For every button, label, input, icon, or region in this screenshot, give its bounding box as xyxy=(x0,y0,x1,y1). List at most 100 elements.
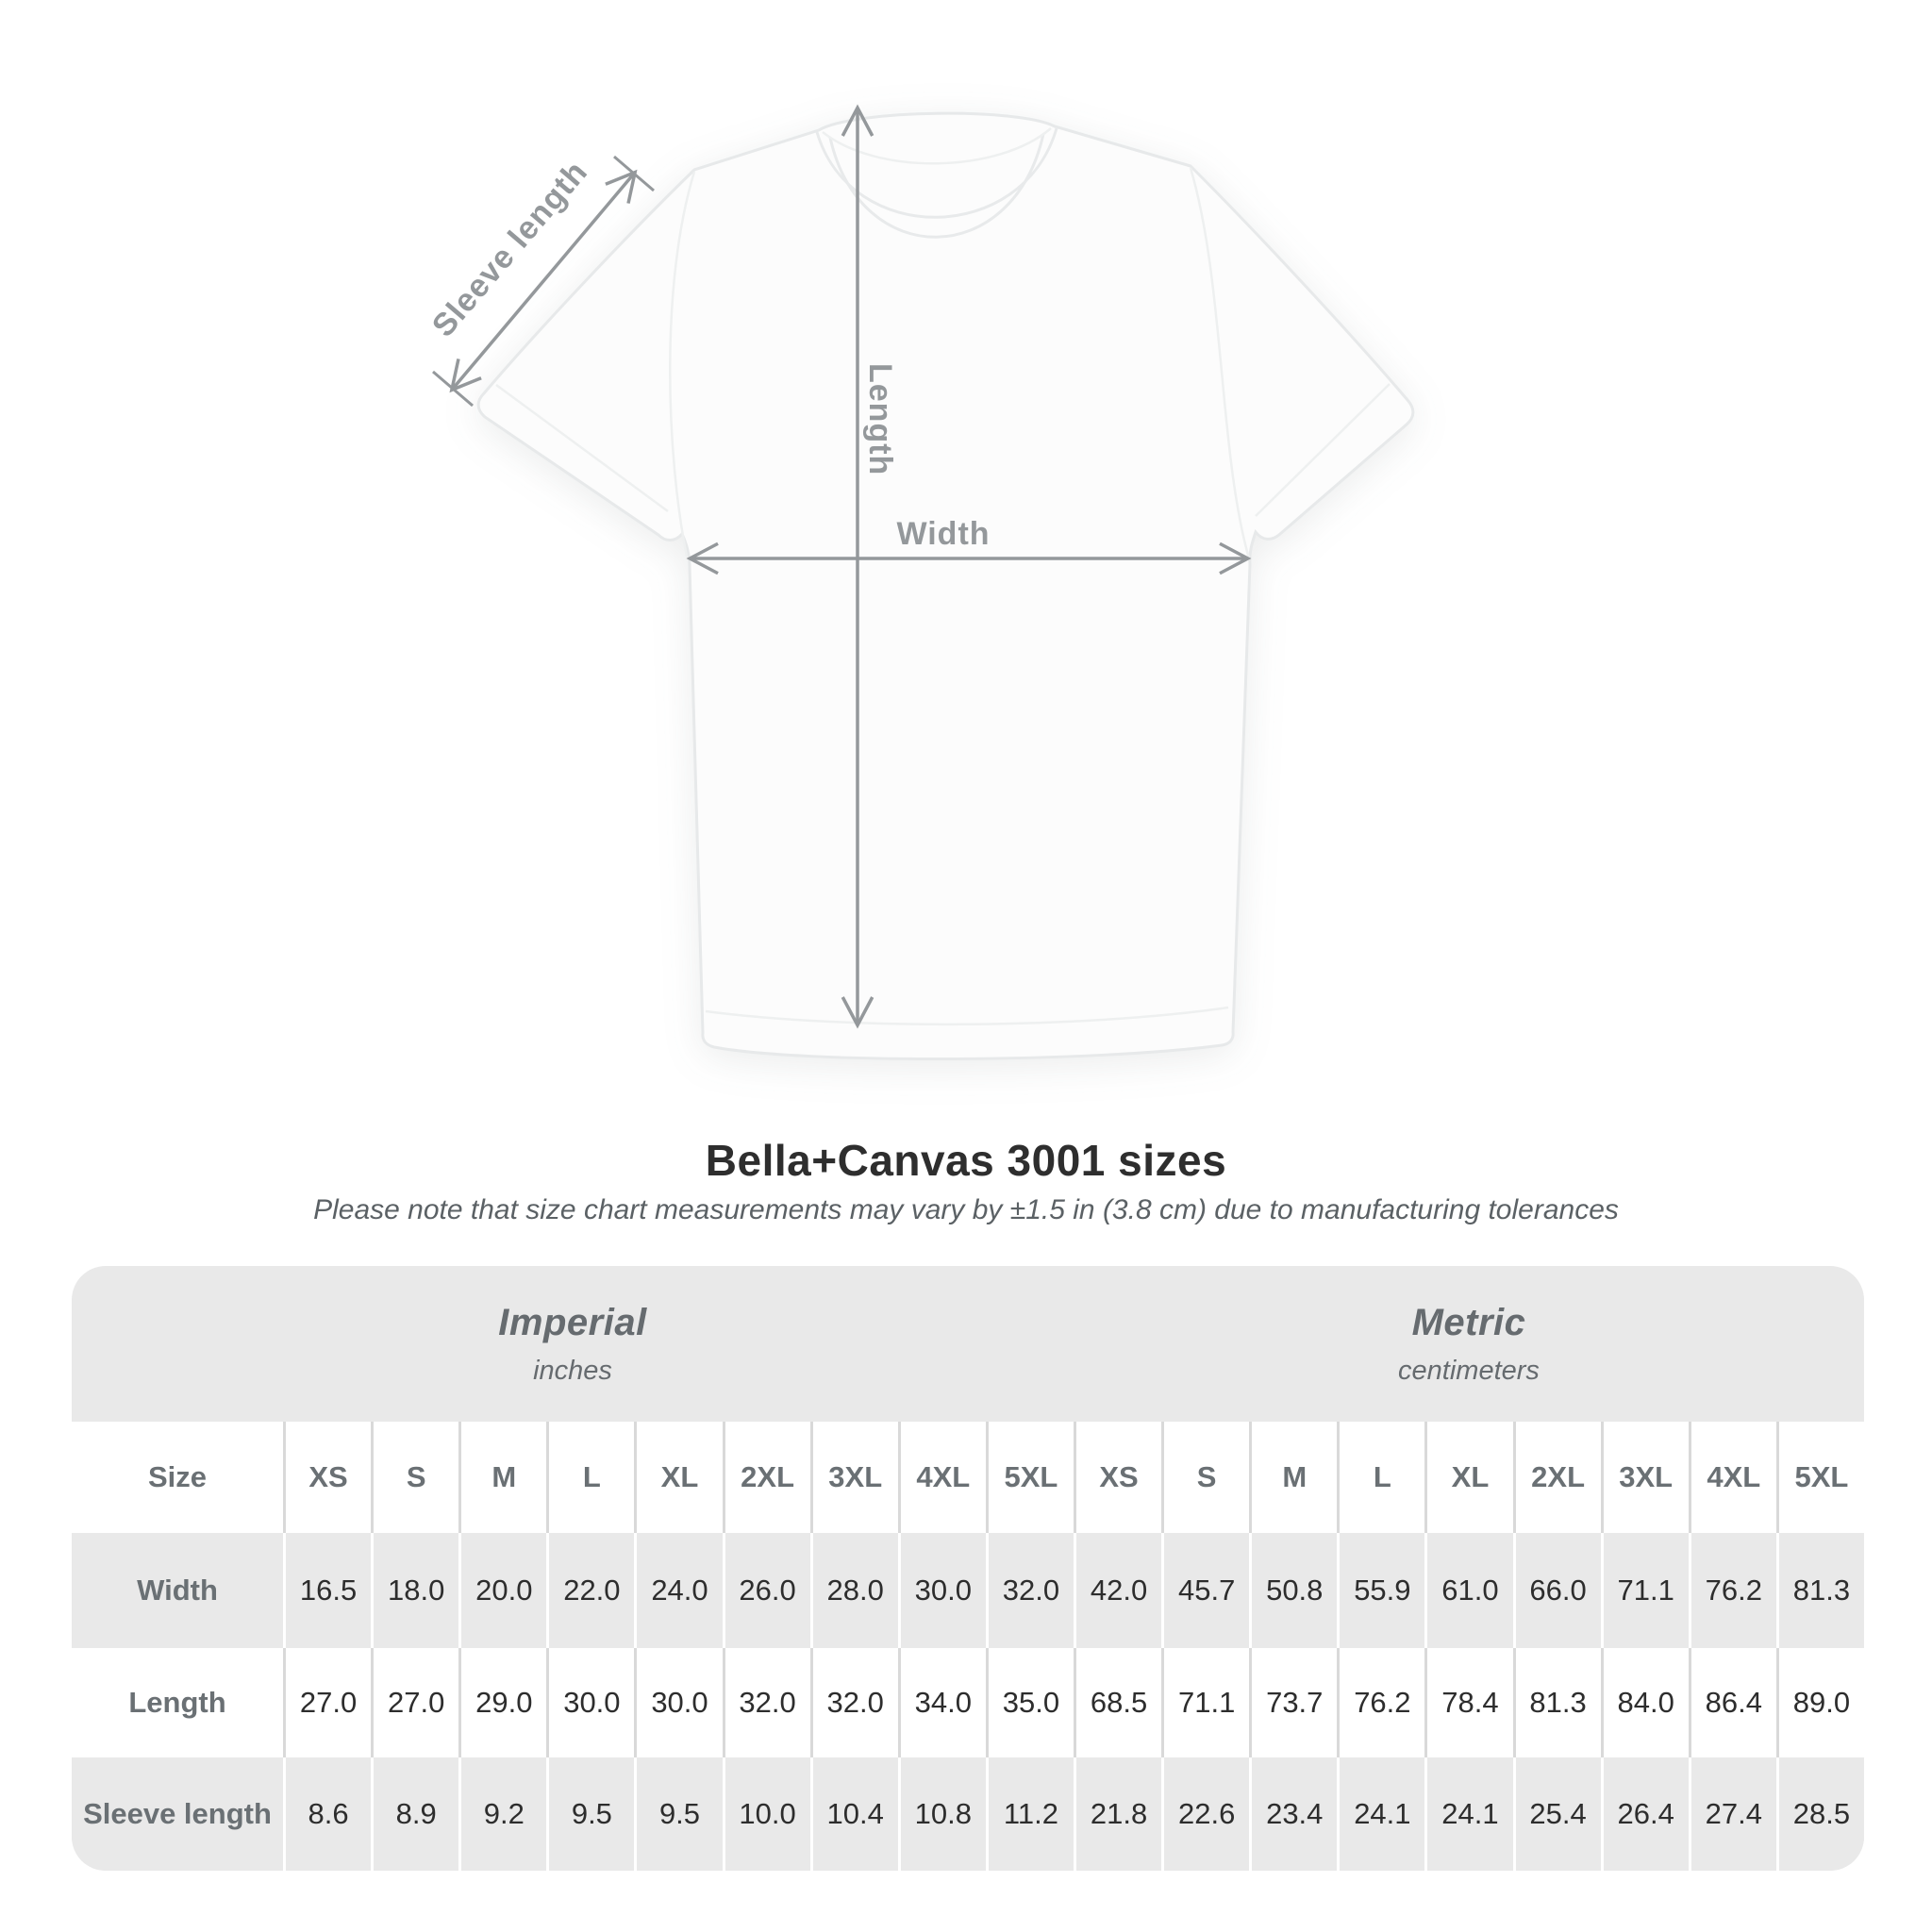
size-col-header: XL xyxy=(1424,1422,1513,1533)
size-col-header: XL xyxy=(634,1422,723,1533)
table-cell: 89.0 xyxy=(1775,1648,1864,1757)
table-cell: 30.0 xyxy=(546,1648,635,1757)
table-cell: 26.4 xyxy=(1600,1757,1689,1871)
size-col-header: 4XL xyxy=(897,1422,986,1533)
table-cell: 55.9 xyxy=(1337,1533,1425,1648)
table-cell: 35.0 xyxy=(985,1648,1074,1757)
size-col-header: 4XL xyxy=(1688,1422,1776,1533)
imperial-group-unit: inches xyxy=(533,1355,612,1386)
table-cell: 20.0 xyxy=(458,1533,547,1648)
table-cell: 27.0 xyxy=(371,1648,459,1757)
size-col-header: 5XL xyxy=(985,1422,1074,1533)
size-table: Imperial inches Metric centimeters Size … xyxy=(72,1266,1864,1871)
width-arrow: Width xyxy=(686,516,1252,575)
right-cuff-hem xyxy=(1255,383,1391,517)
table-row-length: Length 27.0 27.0 29.0 30.0 30.0 32.0 32.… xyxy=(72,1648,1864,1757)
table-cell: 21.8 xyxy=(1073,1757,1162,1871)
table-cell: 26.0 xyxy=(722,1533,810,1648)
table-cell: 84.0 xyxy=(1600,1648,1689,1757)
table-cell: 10.8 xyxy=(897,1757,986,1871)
table-cell: 8.9 xyxy=(371,1757,459,1871)
size-col-header: XS xyxy=(283,1422,372,1533)
table-cell: 18.0 xyxy=(371,1533,459,1648)
size-col-header: M xyxy=(458,1422,547,1533)
table-row-width: Width 16.5 18.0 20.0 22.0 24.0 26.0 28.0… xyxy=(72,1533,1864,1648)
table-cell: 71.1 xyxy=(1600,1533,1689,1648)
table-cell: 45.7 xyxy=(1161,1533,1250,1648)
table-cell: 11.2 xyxy=(985,1757,1074,1871)
table-cell: 25.4 xyxy=(1512,1757,1601,1871)
table-cell: 42.0 xyxy=(1073,1533,1162,1648)
table-cell: 34.0 xyxy=(897,1648,986,1757)
size-col-header: L xyxy=(546,1422,635,1533)
size-col-header: L xyxy=(1337,1422,1425,1533)
size-col-header: 5XL xyxy=(1775,1422,1864,1533)
table-cell: 73.7 xyxy=(1249,1648,1338,1757)
left-armhole-seam xyxy=(669,171,696,558)
imperial-group-title: Imperial xyxy=(498,1301,647,1343)
table-cell: 68.5 xyxy=(1073,1648,1162,1757)
table-cell: 32.0 xyxy=(722,1648,810,1757)
tolerance-note: Please note that size chart measurements… xyxy=(313,1194,1619,1225)
table-cell: 81.3 xyxy=(1775,1533,1864,1648)
size-header-label: Size xyxy=(72,1422,283,1533)
metric-group-title: Metric xyxy=(1411,1301,1526,1343)
table-cell: 9.5 xyxy=(634,1757,723,1871)
table-cell: 28.0 xyxy=(809,1533,898,1648)
metric-group-header: Metric centimeters xyxy=(1074,1266,1864,1422)
table-cell: 24.1 xyxy=(1424,1757,1513,1871)
table-cell: 24.1 xyxy=(1337,1757,1425,1871)
size-col-header: M xyxy=(1249,1422,1338,1533)
table-cell: 10.4 xyxy=(809,1757,898,1871)
tshirt-outline xyxy=(476,111,1415,1061)
size-col-header: 2XL xyxy=(1512,1422,1601,1533)
collar-outer-curve xyxy=(815,127,1058,219)
table-cell: 71.1 xyxy=(1161,1648,1250,1757)
table-cell: 29.0 xyxy=(458,1648,547,1757)
table-cell: 16.5 xyxy=(283,1533,372,1648)
size-col-header: 3XL xyxy=(809,1422,898,1533)
unit-group-header-row: Imperial inches Metric centimeters xyxy=(72,1266,1864,1422)
table-cell: 30.0 xyxy=(634,1648,723,1757)
imperial-group-header: Imperial inches xyxy=(72,1266,1074,1422)
table-cell: 22.0 xyxy=(546,1533,635,1648)
table-cell: 10.0 xyxy=(722,1757,810,1871)
size-col-header: 2XL xyxy=(722,1422,810,1533)
table-cell: 66.0 xyxy=(1512,1533,1601,1648)
metric-group-unit: centimeters xyxy=(1398,1355,1540,1386)
table-row-sleeve-length: Sleeve length 8.6 8.9 9.2 9.5 9.5 10.0 1… xyxy=(72,1757,1864,1871)
bottom-hem-stitch xyxy=(705,1006,1229,1026)
table-cell: 9.2 xyxy=(458,1757,547,1871)
table-cell: 9.5 xyxy=(546,1757,635,1871)
width-label: Width xyxy=(896,516,990,552)
table-cell: 76.2 xyxy=(1337,1648,1425,1757)
row-label-sleeve-length: Sleeve length xyxy=(72,1757,283,1871)
table-cell: 32.0 xyxy=(985,1533,1074,1648)
size-col-header: XS xyxy=(1073,1422,1162,1533)
table-cell: 32.0 xyxy=(809,1648,898,1757)
size-header-row: Size XS S M L XL 2XL 3XL 4XL 5XL XS S M … xyxy=(72,1422,1864,1533)
table-cell: 22.6 xyxy=(1161,1757,1250,1871)
table-cell: 78.4 xyxy=(1424,1648,1513,1757)
table-cell: 61.0 xyxy=(1424,1533,1513,1648)
page-title: Bella+Canvas 3001 sizes xyxy=(705,1136,1227,1185)
table-cell: 24.0 xyxy=(634,1533,723,1648)
left-cuff-hem xyxy=(495,383,669,513)
size-col-header: S xyxy=(371,1422,459,1533)
tshirt-graphic xyxy=(476,111,1415,1061)
table-cell: 50.8 xyxy=(1249,1533,1338,1648)
table-cell: 27.0 xyxy=(283,1648,372,1757)
table-cell: 76.2 xyxy=(1688,1533,1776,1648)
table-cell: 30.0 xyxy=(897,1533,986,1648)
size-col-header: 3XL xyxy=(1600,1422,1689,1533)
row-label-length: Length xyxy=(72,1648,283,1757)
table-cell: 28.5 xyxy=(1775,1757,1864,1871)
tshirt-measurement-diagram: Length Width Sleeve length xyxy=(425,104,1415,1061)
size-col-header: S xyxy=(1161,1422,1250,1533)
table-cell: 23.4 xyxy=(1249,1757,1338,1871)
table-cell: 8.6 xyxy=(283,1757,372,1871)
table-cell: 86.4 xyxy=(1688,1648,1776,1757)
table-cell: 81.3 xyxy=(1512,1648,1601,1757)
table-cell: 27.4 xyxy=(1688,1757,1776,1871)
